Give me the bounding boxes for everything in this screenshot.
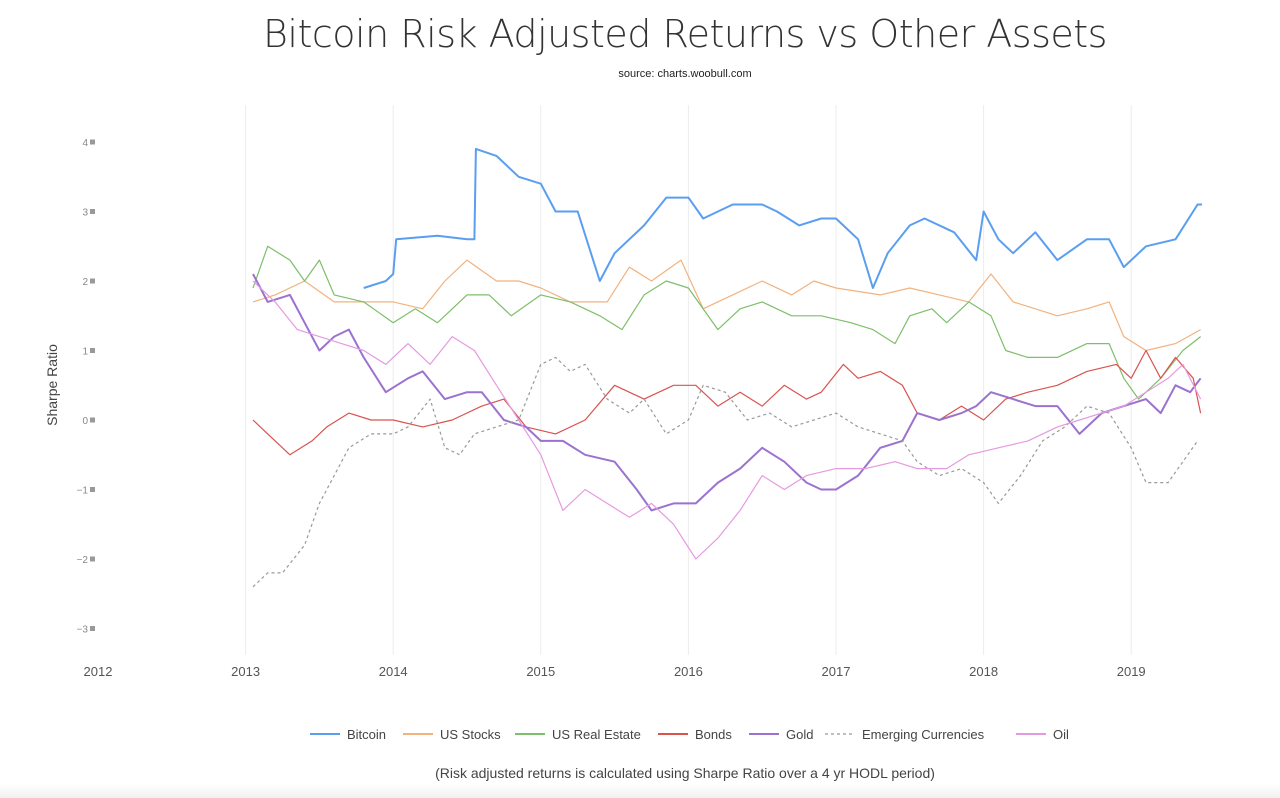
y-tick-mark xyxy=(90,209,95,214)
legend-label: Bitcoin xyxy=(347,727,386,742)
legend-label: Bonds xyxy=(695,727,732,742)
x-tick-label: 2012 xyxy=(84,664,113,679)
y-tick-mark xyxy=(90,626,95,631)
y-tick-mark xyxy=(90,139,95,145)
series-line-us-real-estate xyxy=(252,245,1201,400)
legend-item[interactable]: Bitcoin xyxy=(310,727,386,742)
y-tick-label: 0 xyxy=(82,416,88,427)
y-tick-label: −2 xyxy=(77,555,89,566)
series-line-emerging-currencies xyxy=(252,356,1199,588)
x-tick-label: 2013 xyxy=(231,664,260,679)
series-line-bitcoin xyxy=(363,147,1202,289)
x-tick-label: 2015 xyxy=(526,664,555,679)
series-line-gold xyxy=(252,273,1202,512)
y-tick-mark xyxy=(90,348,95,353)
y-tick-mark xyxy=(90,487,95,492)
legend-item[interactable]: Oil xyxy=(1016,727,1069,742)
legend-item[interactable]: Gold xyxy=(749,727,813,742)
series-line-oil xyxy=(252,280,1202,560)
y-tick-label: 4 xyxy=(82,138,88,149)
legend-label: Emerging Currencies xyxy=(862,727,985,742)
x-tick-label: 2018 xyxy=(969,664,998,679)
y-tick-label: −1 xyxy=(77,486,89,497)
legend-item[interactable]: US Real Estate xyxy=(515,727,641,742)
y-tick-label: 3 xyxy=(82,208,88,219)
x-tick-label: 2016 xyxy=(674,664,703,679)
legend: Bitcoin US Stocks US Real Estate Bonds Gold E… xyxy=(310,727,1069,742)
series-line-us-stocks xyxy=(252,259,1201,352)
footnote: (Risk adjusted returns is calculated usi… xyxy=(435,765,935,781)
chart-title: Bitcoin Risk Adjusted Returns vs Other A… xyxy=(263,12,1107,56)
x-axis-ticks: 2012 2013 2014 2015 2016 2017 2018 2019 xyxy=(84,664,1146,679)
y-tick-label: 1 xyxy=(82,347,88,358)
legend-label: US Real Estate xyxy=(552,727,641,742)
grid-lines xyxy=(245,105,1132,655)
legend-label: Oil xyxy=(1053,727,1069,742)
y-axis-ticks: 4 3 2 1 0 −1 −2 −3 xyxy=(77,138,95,636)
x-tick-label: 2014 xyxy=(379,664,408,679)
chart-subtitle: source: charts.woobull.com xyxy=(618,68,752,80)
y-tick-label: −3 xyxy=(77,625,89,636)
y-tick-mark xyxy=(90,417,95,423)
x-tick-label: 2019 xyxy=(1117,664,1146,679)
legend-label: Gold xyxy=(786,727,813,742)
legend-item[interactable]: Bonds xyxy=(658,727,732,742)
legend-item[interactable]: US Stocks xyxy=(403,727,501,742)
legend-label: US Stocks xyxy=(440,727,501,742)
y-axis-label: Sharpe Ratio xyxy=(44,344,60,426)
x-tick-label: 2017 xyxy=(822,664,851,679)
series-line-bonds xyxy=(252,349,1202,456)
series-lines xyxy=(252,147,1202,588)
legend-item[interactable]: Emerging Currencies xyxy=(825,727,985,742)
y-tick-mark xyxy=(90,278,95,284)
bottom-edge xyxy=(0,784,1280,798)
y-tick-mark xyxy=(90,556,95,562)
y-tick-label: 2 xyxy=(82,277,88,288)
